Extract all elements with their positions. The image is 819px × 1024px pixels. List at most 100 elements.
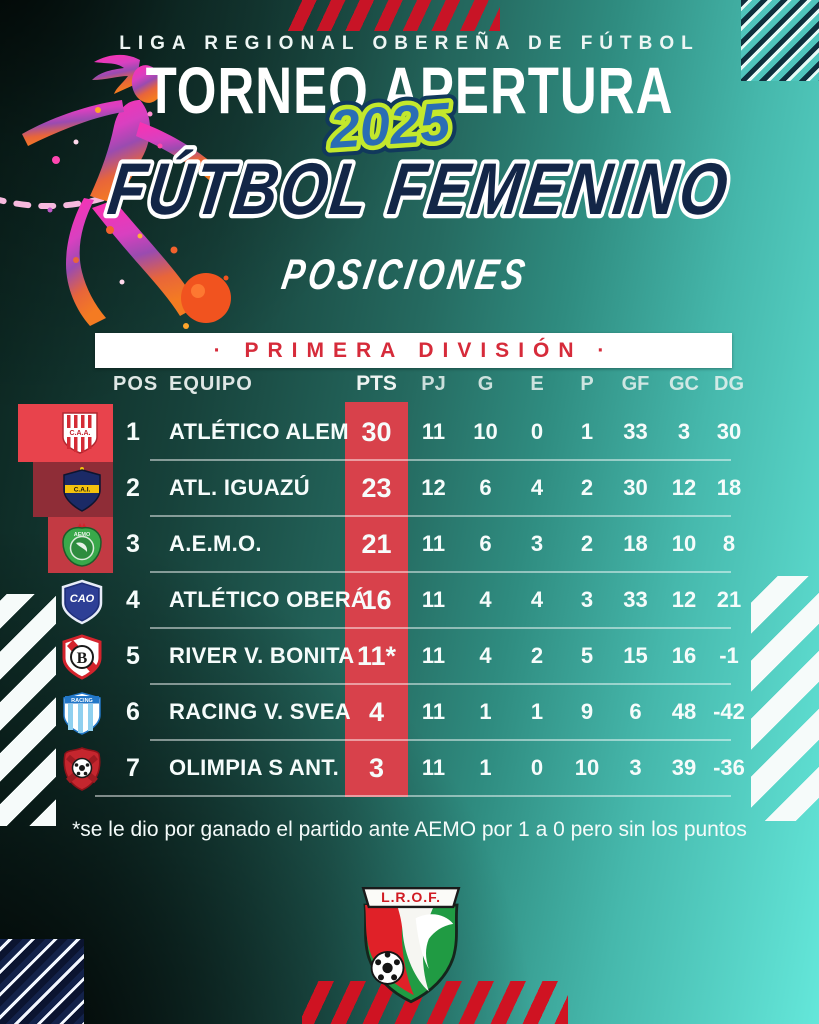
bottom-red-stripes-decoration <box>302 981 568 1024</box>
row-goals-for: 6 <box>629 699 642 724</box>
row-points: 21 <box>361 528 392 559</box>
club-atletico-alem-logo: C.A.A. <box>62 412 98 454</box>
svg-text:RACING: RACING <box>71 698 93 704</box>
club-olimpia-san-antonio-logo <box>63 747 101 791</box>
svg-text:2025: 2025 <box>327 92 453 160</box>
bottom-left-striped-square <box>0 939 84 1024</box>
row-losses: 10 <box>574 755 600 780</box>
row-points: 30 <box>361 416 392 447</box>
row-position: 3 <box>126 529 140 558</box>
row-played: 11 <box>421 755 446 780</box>
row-goals-for: 30 <box>623 475 648 500</box>
row-position: 1 <box>126 417 140 446</box>
club-aemo-logo: AEMO <box>62 523 102 567</box>
row-played: 11 <box>421 643 446 668</box>
row-divider <box>150 459 731 461</box>
row-goals-against: 10 <box>671 531 697 556</box>
row-losses: 2 <box>580 475 594 500</box>
row-team-name: RACING V. SVEA <box>169 699 351 724</box>
row-draws: 0 <box>530 755 544 780</box>
row-wins: 10 <box>473 419 498 444</box>
table-row-1: 1 ATLÉTICO ALEM 30 11 10 0 1 33 3 30 <box>113 404 765 460</box>
row-team-name: RIVER V. BONITA <box>169 643 355 668</box>
row-team-name: ATL. IGUAZÚ <box>169 475 310 500</box>
row-played: 11 <box>421 587 446 612</box>
row-wins: 4 <box>479 587 492 612</box>
row-played: 11 <box>421 531 446 556</box>
row-goals-against: 12 <box>671 587 697 612</box>
points-column-highlight <box>345 402 408 797</box>
left-white-chevrons <box>0 594 56 826</box>
row-team-name: OLIMPIA S ANT. <box>169 755 340 780</box>
svg-text:AEMO: AEMO <box>74 532 91 538</box>
club-racing-villa-svea-logo: RACING <box>63 692 101 735</box>
col-header-e: E <box>530 372 544 395</box>
row-wins: 6 <box>479 531 492 556</box>
row-losses: 2 <box>580 531 594 556</box>
row-position: 2 <box>126 473 140 502</box>
row-goals-for: 33 <box>623 587 648 612</box>
row-goal-diff: -42 <box>713 699 745 724</box>
row-team-name: ATLÉTICO OBERÁ <box>169 587 368 612</box>
row-position: 5 <box>126 641 140 670</box>
svg-text:C.A.I.: C.A.I. <box>74 487 91 494</box>
col-header-dg: DG <box>714 372 744 395</box>
division-bar: · PRIMERA DIVISIÓN · <box>95 333 732 368</box>
table-row-6: 6 RACING V. SVEA 4 11 1 1 9 6 48 -42 <box>113 684 765 740</box>
row-points: 4 <box>368 696 385 727</box>
row-wins: 4 <box>479 643 492 668</box>
row-goal-diff: -1 <box>719 643 739 668</box>
row-team-name: A.E.M.O. <box>169 531 262 556</box>
row-goal-diff: -36 <box>713 755 745 780</box>
row-goal-diff: 8 <box>722 531 736 556</box>
row-draws: 2 <box>530 643 544 668</box>
svg-text:B: B <box>77 650 88 667</box>
row-divider <box>150 683 731 685</box>
row-points: 16 <box>361 584 392 615</box>
row-played: 11 <box>421 699 446 724</box>
col-header-gf: GF <box>621 372 650 395</box>
club-atletico-iguazu-logo: C.A.I. <box>63 467 101 512</box>
col-header-pos: POS <box>113 372 159 395</box>
col-header-g: G <box>477 372 494 395</box>
category-title: FÚTBOL FEMENINO <box>100 145 740 234</box>
year-badge: 2025 2025 <box>318 86 461 166</box>
tournament-title: TORNEO APERTURA <box>145 53 674 128</box>
row-goals-against: 39 <box>671 755 697 780</box>
paint-splatter <box>47 107 229 329</box>
row-losses: 3 <box>580 587 594 612</box>
row-divider <box>150 571 731 573</box>
motion-trail <box>0 193 113 209</box>
table-header-row: POS EQUIPO PTS PJ G E P GF GC DG <box>113 366 765 402</box>
top-right-striped-square <box>741 0 819 81</box>
row-losses: 5 <box>580 643 594 668</box>
row-team-name: ATLÉTICO ALEM <box>169 419 349 444</box>
row-draws: 3 <box>530 531 544 556</box>
row-points: 3 <box>368 752 385 783</box>
row-losses: 1 <box>580 419 594 444</box>
col-header-pj: PJ <box>421 372 446 395</box>
top-red-stripes-decoration <box>288 0 500 31</box>
league-name: LIGA REGIONAL OBEREÑA DE FÚTBOL <box>119 33 700 54</box>
col-header-pts: PTS <box>356 372 397 395</box>
row-goals-against: 12 <box>671 475 697 500</box>
female-player-silhouette-illustration <box>0 54 231 329</box>
row-draws: 0 <box>530 419 544 444</box>
row-position: 7 <box>126 753 140 782</box>
lrof-league-logo: L.R.O.F. <box>361 886 461 1004</box>
row-played: 12 <box>421 475 446 500</box>
row-position: 6 <box>126 697 140 726</box>
table-row-4: 4 ATLÉTICO OBERÁ 16 11 4 4 3 33 12 21 <box>113 572 765 628</box>
table-row-3: 3 A.E.M.O. 21 11 6 3 2 18 10 8 <box>113 516 765 572</box>
footnote: *se le dio por ganado el partido ante AE… <box>72 818 747 841</box>
row-divider <box>150 739 731 741</box>
col-header-gc: GC <box>669 372 699 395</box>
row-goals-for: 15 <box>623 643 648 668</box>
svg-text:FÚTBOL FEMENINO: FÚTBOL FEMENINO <box>103 149 735 231</box>
table-bottom-divider <box>95 795 731 797</box>
row-goals-against: 3 <box>677 419 691 444</box>
svg-text:CAO: CAO <box>70 593 95 605</box>
row-goals-for: 3 <box>629 755 642 780</box>
division-label: · PRIMERA DIVISIÓN · <box>213 338 614 362</box>
col-header-equipo: EQUIPO <box>169 372 253 395</box>
